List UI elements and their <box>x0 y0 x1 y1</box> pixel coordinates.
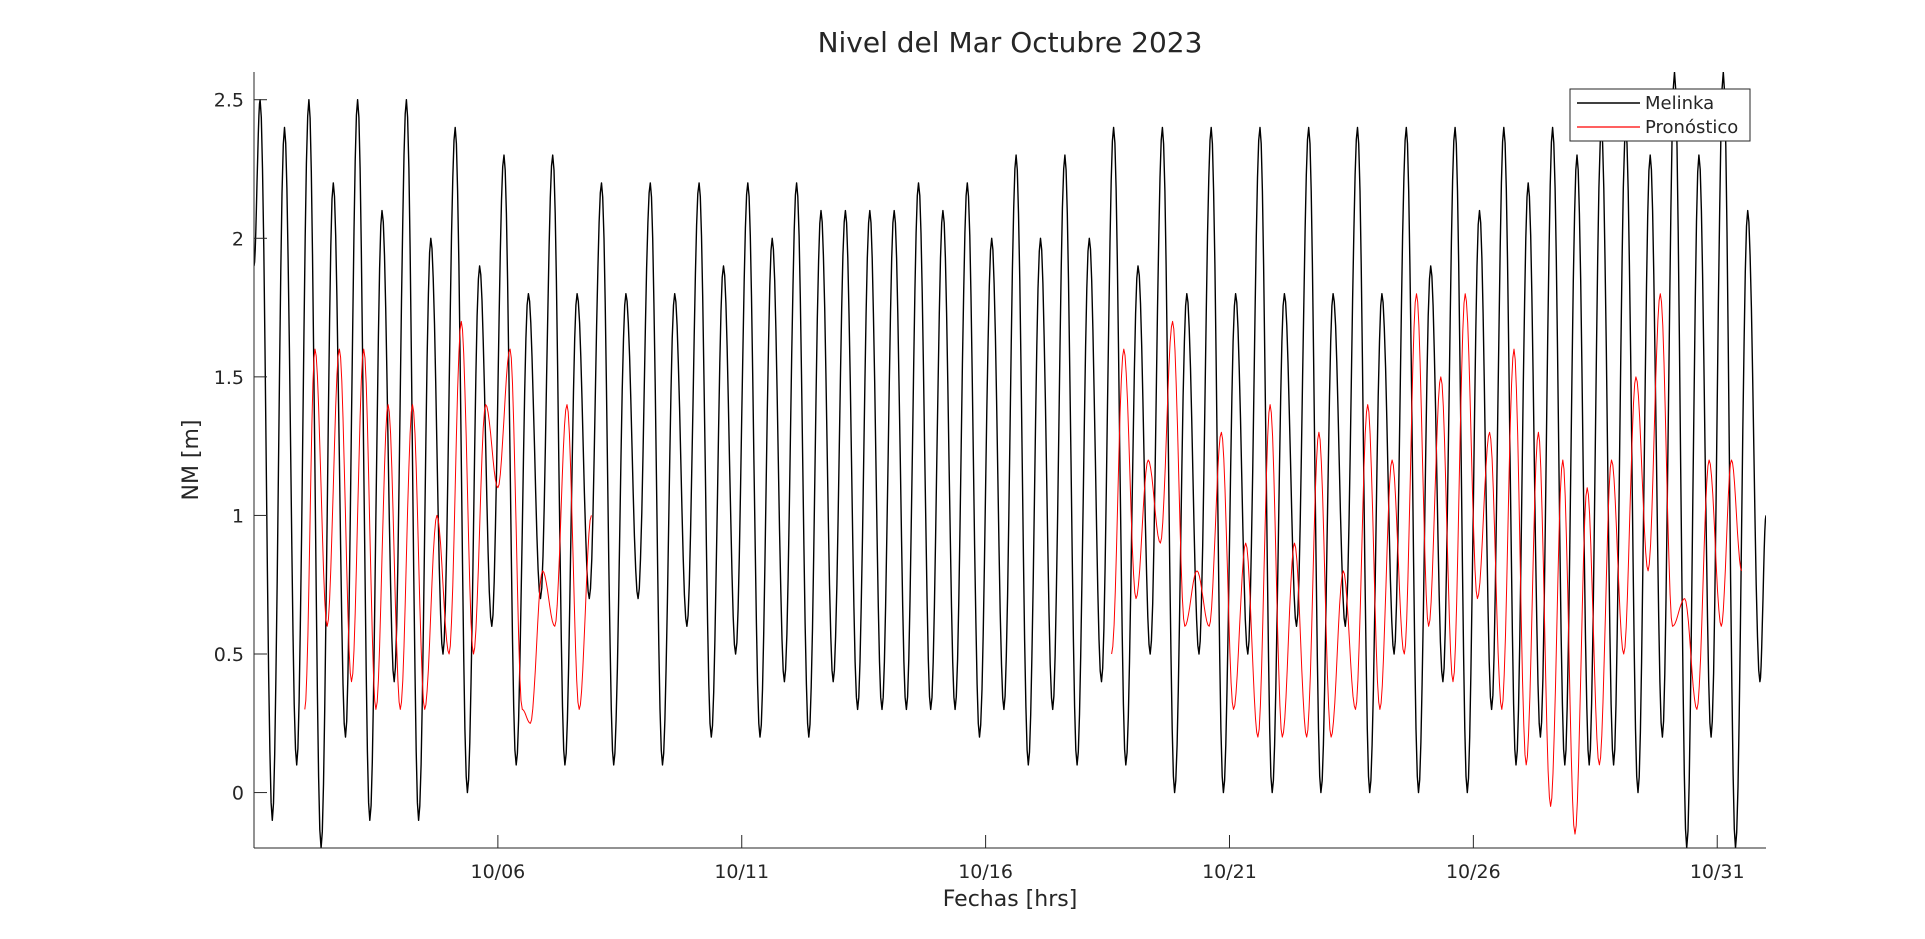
y-axis-label: NM [m] <box>179 419 204 500</box>
y-tick-label: 0.5 <box>214 644 244 666</box>
legend-box <box>1569 88 1751 142</box>
legend: Melinka Pronóstico <box>1569 88 1751 142</box>
x-tick-label: 10/06 <box>470 861 525 883</box>
x-tick-label: 10/21 <box>1202 861 1257 883</box>
x-tick-label: 10/11 <box>714 861 769 883</box>
x-axis-ticks: 10/06 10/11 10/16 10/21 10/26 10/31 <box>470 835 1745 883</box>
x-tick-label: 10/31 <box>1690 861 1745 883</box>
y-tick-label: 1 <box>232 505 244 527</box>
series-pronostico-line <box>304 293 1743 835</box>
y-tick-label: 2.5 <box>214 90 244 112</box>
axes <box>253 72 1766 849</box>
y-tick-label: 1.5 <box>214 367 244 389</box>
y-tick-label: 0 <box>232 783 244 805</box>
chart-title: Nivel del Mar Octubre 2023 <box>818 26 1203 59</box>
x-tick-label: 10/16 <box>958 861 1013 883</box>
legend-label-pronostico: Pronóstico <box>1645 117 1738 138</box>
series-melinka-line <box>254 72 1766 848</box>
x-axis-label: Fechas [hrs] <box>943 887 1078 912</box>
y-tick-label: 2 <box>232 228 244 250</box>
legend-label-melinka: Melinka <box>1645 93 1714 114</box>
x-tick-label: 10/26 <box>1446 861 1501 883</box>
y-axis-ticks: 0 0.5 1 1.5 2 2.5 <box>214 90 267 805</box>
